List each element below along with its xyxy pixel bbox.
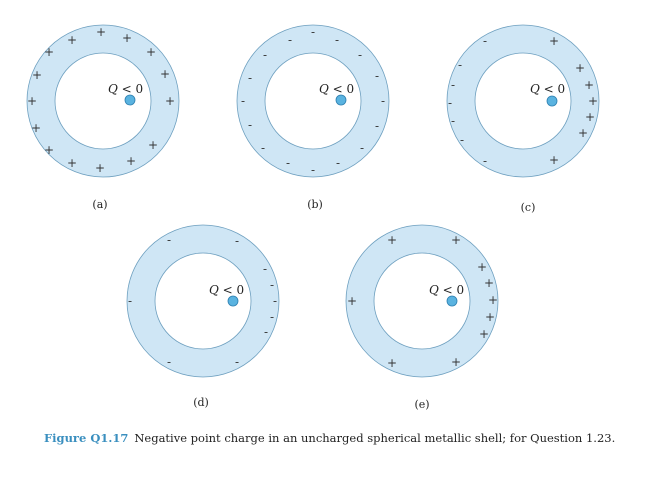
panel-c-charge-label: Q < 0 [530,82,565,96]
panel-a-signs: + + + + + + + + + + + + + + + [27,25,175,175]
panel-d-signs: - - - - - - - - - - [128,233,277,369]
svg-text:-: - [235,234,239,248]
svg-text:+: + [31,121,41,135]
svg-text:-: - [360,141,364,155]
panel-c-point-charge [546,95,558,107]
panel-e-label: (e) [414,398,429,411]
svg-text:-: - [248,71,252,85]
svg-text:+: + [95,161,105,175]
panel-a-label: (a) [92,198,107,211]
panel-d-charge-label: Q < 0 [209,283,244,297]
svg-text:+: + [485,310,495,324]
svg-text:+: + [477,260,487,274]
panel-b-point-charge [335,94,347,106]
svg-text:-: - [167,233,171,247]
svg-text:-: - [336,156,340,170]
svg-text:-: - [458,58,462,72]
svg-text:+: + [148,138,158,152]
svg-text:-: - [288,33,292,47]
svg-text:-: - [335,33,339,47]
panel-b-charge-label: Q < 0 [319,82,354,96]
svg-text:+: + [146,45,156,59]
svg-text:+: + [549,34,559,48]
svg-text:-: - [381,94,385,108]
svg-text:-: - [286,156,290,170]
svg-text:+: + [584,78,594,92]
panel-e-charge-label: Q < 0 [429,283,464,297]
panel-a-point-charge [124,94,136,106]
svg-text:+: + [479,327,489,341]
svg-text:-: - [167,355,171,369]
svg-text:-: - [248,118,252,132]
svg-text:+: + [387,356,397,370]
svg-text:-: - [451,114,455,128]
svg-text:-: - [483,34,487,48]
svg-text:+: + [488,293,498,307]
svg-text:-: - [270,278,274,292]
svg-text:+: + [588,94,598,108]
panel-b-signs: - - - - - - - - - - - - - - - - [241,25,385,177]
svg-text:+: + [27,94,37,108]
svg-text:+: + [160,67,170,81]
panel-e-signs: + + + + + + + + + + [347,233,498,370]
figure-number: Figure Q1.17 [44,431,129,445]
svg-text:-: - [263,262,267,276]
svg-text:+: + [122,31,132,45]
panel-b: - - - - - - - - - - - - - - - - Q < 0 (b… [236,24,390,211]
svg-text:-: - [311,25,315,39]
svg-text:+: + [585,110,595,124]
svg-text:-: - [375,119,379,133]
panel-c-label: (c) [521,201,536,214]
svg-text:-: - [311,163,315,177]
figure-caption: Figure Q1.17 Negative point charge in an … [44,430,644,446]
svg-text:+: + [347,294,357,308]
svg-text:-: - [261,141,265,155]
svg-text:+: + [126,154,136,168]
svg-text:+: + [67,156,77,170]
panel-e: + + + + + + + + + + Q < 0 (e) [345,224,499,411]
panel-c-signs: - - - - - - - + + + + + + + [448,34,598,168]
panel-b-label: (b) [307,198,323,211]
svg-text:-: - [241,94,245,108]
svg-text:+: + [451,233,461,247]
svg-text:+: + [575,61,585,75]
svg-text:+: + [96,25,106,39]
panel-d-label: (d) [193,396,209,409]
svg-text:+: + [578,126,588,140]
svg-text:-: - [273,294,277,308]
svg-text:-: - [375,69,379,83]
svg-text:+: + [165,94,175,108]
panel-a: + + + + + + + + + + + + + + + Q < 0 (a) [26,24,180,211]
svg-text:-: - [128,294,132,308]
panel-c: - - - - - - - + + + + + + + Q < 0 (c) [446,24,600,214]
svg-text:-: - [270,310,274,324]
panel-d: - - - - - - - - - - Q < 0 (d) [126,224,280,409]
svg-text:-: - [264,325,268,339]
panel-a-charge-label: Q < 0 [108,82,143,96]
svg-text:+: + [387,233,397,247]
svg-text:+: + [484,276,494,290]
svg-text:-: - [235,355,239,369]
svg-text:+: + [451,355,461,369]
svg-text:-: - [263,48,267,62]
svg-text:+: + [67,33,77,47]
svg-text:-: - [358,48,362,62]
panel-d-point-charge [227,295,239,307]
svg-text:-: - [460,133,464,147]
svg-text:+: + [549,153,559,167]
caption-text: Negative point charge in an uncharged sp… [134,431,616,445]
svg-text:+: + [44,143,54,157]
svg-text:+: + [44,45,54,59]
svg-text:-: - [451,78,455,92]
panel-e-point-charge [446,295,458,307]
svg-text:-: - [483,154,487,168]
svg-text:-: - [448,96,452,110]
svg-text:+: + [32,68,42,82]
